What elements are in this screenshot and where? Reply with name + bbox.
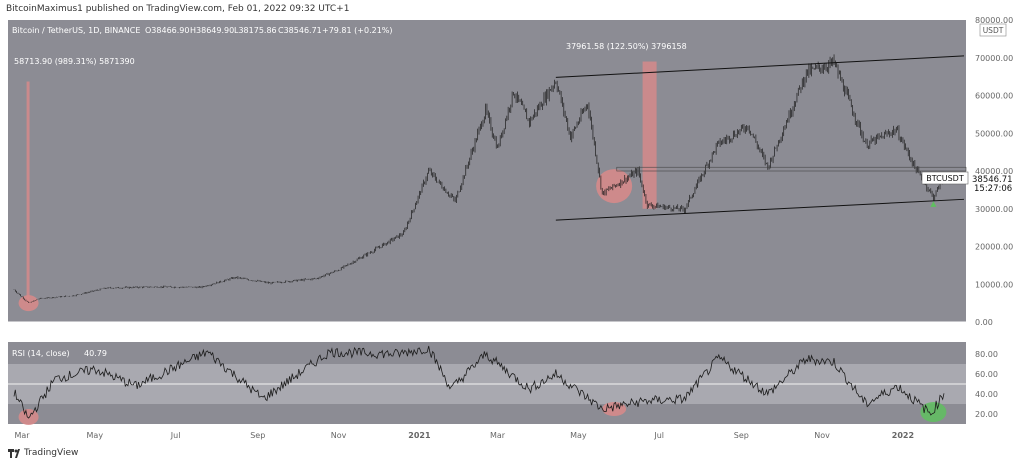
price-tick: 30000.00 xyxy=(975,205,1013,214)
price-tick: 80000.00 xyxy=(975,16,1013,25)
rsi-circle-right xyxy=(920,402,947,422)
measure-bar-1 xyxy=(26,81,30,304)
price-tick: 70000.00 xyxy=(975,54,1013,63)
time-tick: Sep xyxy=(734,431,749,440)
publish-line: BitcoinMaximus1 published on TradingView… xyxy=(6,4,350,14)
price-circle-left xyxy=(18,295,39,312)
last-price-tag: BTCUSDT 38546.71 15:27:06 xyxy=(921,171,1013,194)
rsi-axis[interactable]: 80.00 60.00 40.00 20.00 xyxy=(975,350,998,419)
time-tick: Nov xyxy=(814,431,830,440)
rsi-tick: 20.00 xyxy=(975,410,998,419)
currency-box[interactable]: USDT xyxy=(979,23,1007,37)
rsi-label: RSI (14, close) xyxy=(12,349,70,358)
legend-symbol: Bitcoin / TetherUS, 1D, BINANCE xyxy=(12,26,140,35)
brand-label: TradingView xyxy=(24,448,79,458)
measure-bar-2 xyxy=(642,61,657,209)
publish-header: BitcoinMaximus1 published on TradingView… xyxy=(0,0,1024,20)
price-tick: 0.00 xyxy=(975,318,993,327)
rsi-circle-left xyxy=(18,409,39,425)
price-tick: 40000.00 xyxy=(975,167,1013,176)
time-tick: May xyxy=(87,431,104,440)
horizontal-zone xyxy=(616,166,967,172)
price-tick: 60000.00 xyxy=(975,92,1013,101)
time-tick: 2022 xyxy=(892,431,914,440)
channel-upper-line xyxy=(555,55,965,78)
tradingview-chart[interactable]: Bitcoin / TetherUS, 1D, BINANCE O38466.9… xyxy=(0,0,1024,443)
time-tick: 2021 xyxy=(408,431,431,440)
rsi-tick: 60.00 xyxy=(975,370,998,379)
green-arrow xyxy=(930,201,937,207)
time-tick: Sep xyxy=(250,431,265,440)
time-axis[interactable]: Mar May Jul Sep Nov 2021 Mar May Jul Sep Nov 2022 xyxy=(14,431,914,440)
time-tick: Mar xyxy=(14,431,30,440)
legend-open: O38466.90 xyxy=(145,26,189,35)
legend-change: +79.81 (+0.21%) xyxy=(322,26,393,35)
last-price: 38546.71 xyxy=(972,175,1013,185)
channel-lower-line xyxy=(555,198,965,221)
currency-label: USDT xyxy=(983,26,1004,35)
legend-low: L38175.86 xyxy=(234,26,277,35)
price-axis[interactable]: 80000.00 70000.00 60000.00 50000.00 40000.00… xyxy=(975,16,1013,327)
price-tick: 50000.00 xyxy=(975,129,1013,138)
left-measure-label: 58713.90 (989.31%) 5871390 xyxy=(14,57,135,66)
time-tick: Jul xyxy=(653,431,664,440)
right-measure-label: 37961.58 (122.50%) 3796158 xyxy=(566,42,687,51)
legend-close: C38546.71 xyxy=(278,26,322,35)
tradingview-logo-icon xyxy=(8,449,20,458)
price-tick: 10000.00 xyxy=(975,280,1013,289)
footer: TradingView xyxy=(0,443,300,465)
rsi-tick: 40.00 xyxy=(975,390,998,399)
last-symbol: BTCUSDT xyxy=(926,174,964,183)
rsi-value: 40.79 xyxy=(84,349,107,358)
time-tick: Nov xyxy=(331,431,347,440)
countdown: 15:27:06 xyxy=(974,184,1012,194)
rsi-tick: 80.00 xyxy=(975,350,998,359)
legend-high: H38649.90 xyxy=(190,26,234,35)
rsi-line xyxy=(13,345,945,419)
price-tick: 20000.00 xyxy=(975,243,1013,252)
time-tick: May xyxy=(570,431,587,440)
time-tick: Mar xyxy=(490,431,506,440)
time-tick: Jul xyxy=(170,431,181,440)
